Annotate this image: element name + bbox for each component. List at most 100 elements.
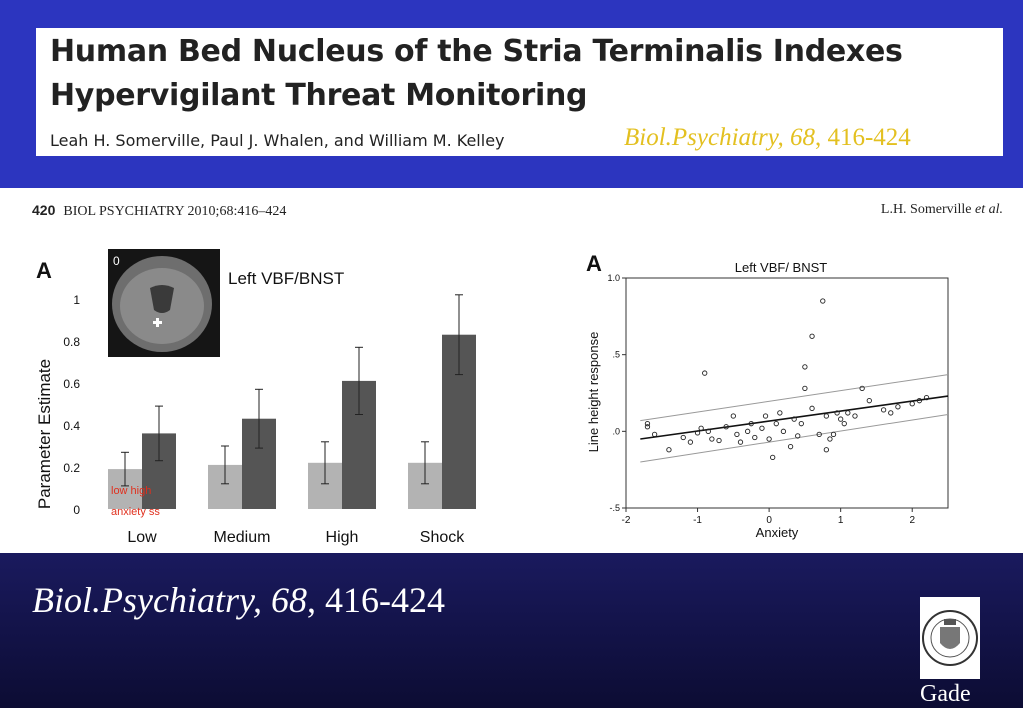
scatter-point xyxy=(737,439,744,445)
bar-chart: A Left VBF/BNST Parameter Estimate 0 0 0.… xyxy=(35,249,476,546)
scatter-point xyxy=(795,433,801,439)
bar-y-tick-label: 0.8 xyxy=(63,335,80,349)
running-author-name: L.H. Somerville xyxy=(880,202,972,217)
scatter-point xyxy=(666,447,672,453)
scatter-point xyxy=(834,410,840,416)
bar-category-label: Medium xyxy=(214,529,271,546)
scatter-point xyxy=(895,404,901,410)
scatter-point xyxy=(680,434,686,441)
scatter-point xyxy=(644,424,651,430)
header-citation-journal: Biol.Psychiatry, 68 xyxy=(624,124,815,151)
scatter-x-axis-label: Anxiety xyxy=(756,525,799,540)
scatter-point xyxy=(841,421,847,427)
scatter-point xyxy=(830,431,837,438)
paper-authors: Leah H. Somerville, Paul J. Whalen, and … xyxy=(50,131,505,150)
scatter-point xyxy=(827,436,833,442)
scatter-point xyxy=(762,413,769,419)
bar-category-labels: Low Medium High Shock xyxy=(127,529,465,546)
scatter-point xyxy=(859,385,865,392)
bar-legend-line1: low high xyxy=(111,485,151,497)
presenter-name: Gade xyxy=(920,681,971,707)
footer-band: Biol.Psychiatry, 68, 416-424 Gade xyxy=(0,553,1023,708)
bar-y-tick-label: 1 xyxy=(73,293,80,307)
scatter-point xyxy=(845,410,851,416)
scatter-point xyxy=(802,385,808,392)
scatter-point xyxy=(734,431,740,438)
scatter-point xyxy=(916,398,923,404)
bar-panel-label: A xyxy=(36,258,52,283)
running-head: 420 BIOL PSYCHIATRY 2010;68:416–424 xyxy=(32,202,286,220)
scatter-x-tick-label: -2 xyxy=(622,515,631,526)
scatter-point xyxy=(838,416,844,422)
scatter-point xyxy=(709,436,715,442)
header-citation: Biol.Psychiatry, 68, 416-424 xyxy=(624,124,911,152)
bar-legend-line2: anxiety ss xyxy=(111,506,160,518)
bar-category-label: Low xyxy=(127,529,157,546)
scatter-point xyxy=(766,436,772,442)
scatter-chart-title: Left VBF/ BNST xyxy=(735,260,828,275)
bar-y-tick-label: 0.2 xyxy=(63,461,80,475)
scatter-y-tick-label: .0 xyxy=(612,426,620,436)
confidence-band-lower xyxy=(640,413,949,463)
scatter-y-tick-label: .5 xyxy=(612,350,620,360)
scatter-point xyxy=(880,407,887,413)
scatter-point xyxy=(798,421,804,427)
scatter-point xyxy=(651,431,658,438)
bar-category-label: High xyxy=(326,529,359,546)
scatter-x-tick-label: 0 xyxy=(766,515,772,526)
header-citation-pages: , 416-424 xyxy=(814,124,911,151)
scatter-x-tick-label: 1 xyxy=(838,515,844,526)
scatter-point xyxy=(773,421,779,427)
regression-line xyxy=(640,395,949,440)
scatter-point xyxy=(694,430,701,436)
journal-info: BIOL PSYCHIATRY 2010;68:416–424 xyxy=(63,204,287,219)
scatter-point xyxy=(780,428,787,434)
scatter-point xyxy=(716,437,722,444)
scatter-point xyxy=(787,444,794,450)
paper-figure-area: 420 BIOL PSYCHIATRY 2010;68:416–424 L.H. … xyxy=(0,188,1023,553)
paper-title-line-2: Hypervigilant Threat Monitoring xyxy=(50,78,588,113)
scatter-point xyxy=(816,431,822,438)
confidence-band-upper xyxy=(640,374,949,422)
scatter-point xyxy=(730,413,736,419)
scatter-point xyxy=(823,447,830,453)
scatter-point xyxy=(866,398,872,404)
scatter-panel-label: A xyxy=(586,251,602,276)
scatter-x-tick-label: 2 xyxy=(909,515,915,526)
bar-y-tick-label: 0 xyxy=(73,503,80,517)
scatter-fit-lines xyxy=(640,374,949,463)
scatter-point xyxy=(752,434,758,441)
brain-ventricle-icon xyxy=(150,285,174,313)
scatter-point xyxy=(702,370,708,376)
scatter-point xyxy=(852,413,858,419)
paper-title-box: Human Bed Nucleus of the Stria Terminali… xyxy=(36,28,1003,156)
scatter-point xyxy=(820,298,826,304)
scatter-point xyxy=(909,401,915,407)
scatter-plot-frame xyxy=(625,277,949,509)
footer-citation: Biol.Psychiatry, 68, 416-424 xyxy=(32,579,445,621)
scatter-point xyxy=(777,410,783,416)
scatter-y-tick-label: 1.0 xyxy=(607,273,620,283)
university-seal-icon xyxy=(920,597,980,679)
bar-y-ticks: 0 0.2 0.4 0.6 0.8 1 xyxy=(63,293,80,517)
scatter-point xyxy=(723,424,729,430)
scatter-x-tick-label: -1 xyxy=(693,515,702,526)
scatter-point xyxy=(748,421,754,427)
bar-y-tick-label: 0.6 xyxy=(63,377,80,391)
scatter-point xyxy=(802,364,808,370)
brain-slice-label: 0 xyxy=(113,254,120,268)
scatter-y-tick-label: -.5 xyxy=(609,503,620,513)
scatter-points xyxy=(644,298,930,461)
bar-chart-title: Left VBF/BNST xyxy=(228,269,344,288)
scatter-point xyxy=(744,428,751,434)
scatter-ticks: -2 -1 0 1 2 -.5 .0 .5 1.0 xyxy=(607,273,915,526)
footer-citation-pages: , 416-424 xyxy=(306,580,445,620)
page-number: 420 xyxy=(32,202,56,218)
scatter-y-axis-label: Line height response xyxy=(586,332,601,453)
scatter-point xyxy=(759,425,765,431)
scatter-point xyxy=(888,410,894,416)
paper-title-line-1: Human Bed Nucleus of the Stria Terminali… xyxy=(50,34,903,69)
brain-inset: 0 xyxy=(108,249,220,357)
scatter-point xyxy=(923,394,930,401)
title-band: Human Bed Nucleus of the Stria Terminali… xyxy=(0,0,1023,188)
